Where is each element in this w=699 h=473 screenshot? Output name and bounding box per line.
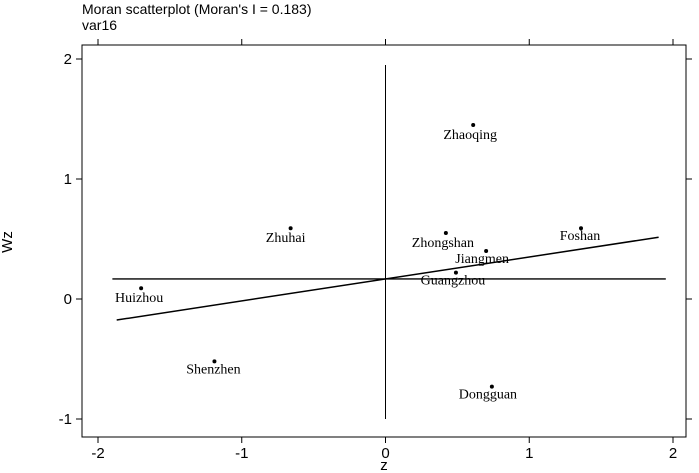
point-label: Shenzhen xyxy=(186,362,240,377)
data-point xyxy=(484,249,489,253)
data-point xyxy=(471,123,476,127)
x-tick-label: 1 xyxy=(525,445,533,462)
point-label: Guangzhou xyxy=(421,274,486,289)
x-tick-label: -1 xyxy=(235,445,248,462)
point-label: Zhuhai xyxy=(266,231,306,246)
regression-line xyxy=(116,236,659,321)
x-tick-label: 2 xyxy=(669,445,677,462)
plot-frame xyxy=(81,44,687,438)
chart-subtitle: var16 xyxy=(82,17,118,33)
x-axis-title: z xyxy=(380,457,388,473)
x-tick-label: -2 xyxy=(91,445,104,462)
y-tick-label: -1 xyxy=(59,411,72,428)
data-point xyxy=(443,231,448,235)
y-tick-label: 2 xyxy=(64,51,72,68)
point-label: Jiangmen xyxy=(455,252,509,267)
y-tick-label: 0 xyxy=(64,291,72,308)
data-point xyxy=(139,286,144,291)
x-tick-label: 0 xyxy=(381,445,389,462)
y-tick-label: 1 xyxy=(64,171,72,188)
data-point xyxy=(288,226,293,231)
data-point xyxy=(579,226,583,231)
data-point xyxy=(453,270,458,275)
point-label: Zhaoqing xyxy=(443,128,497,143)
point-label: Dongguan xyxy=(459,388,517,403)
data-point xyxy=(212,359,217,364)
y-axis-title: Wz xyxy=(0,231,16,253)
point-label: Huizhou xyxy=(115,291,163,306)
point-label: Foshan xyxy=(560,229,600,244)
chart-title: Moran scatterplot (Moran's I = 0.183) xyxy=(82,1,312,17)
data-point xyxy=(489,384,494,389)
point-label: Zhongshan xyxy=(412,236,474,251)
